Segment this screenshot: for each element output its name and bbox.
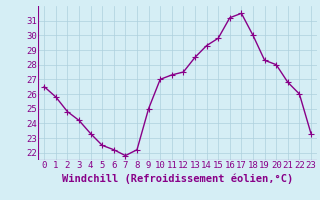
X-axis label: Windchill (Refroidissement éolien,°C): Windchill (Refroidissement éolien,°C) bbox=[62, 173, 293, 184]
